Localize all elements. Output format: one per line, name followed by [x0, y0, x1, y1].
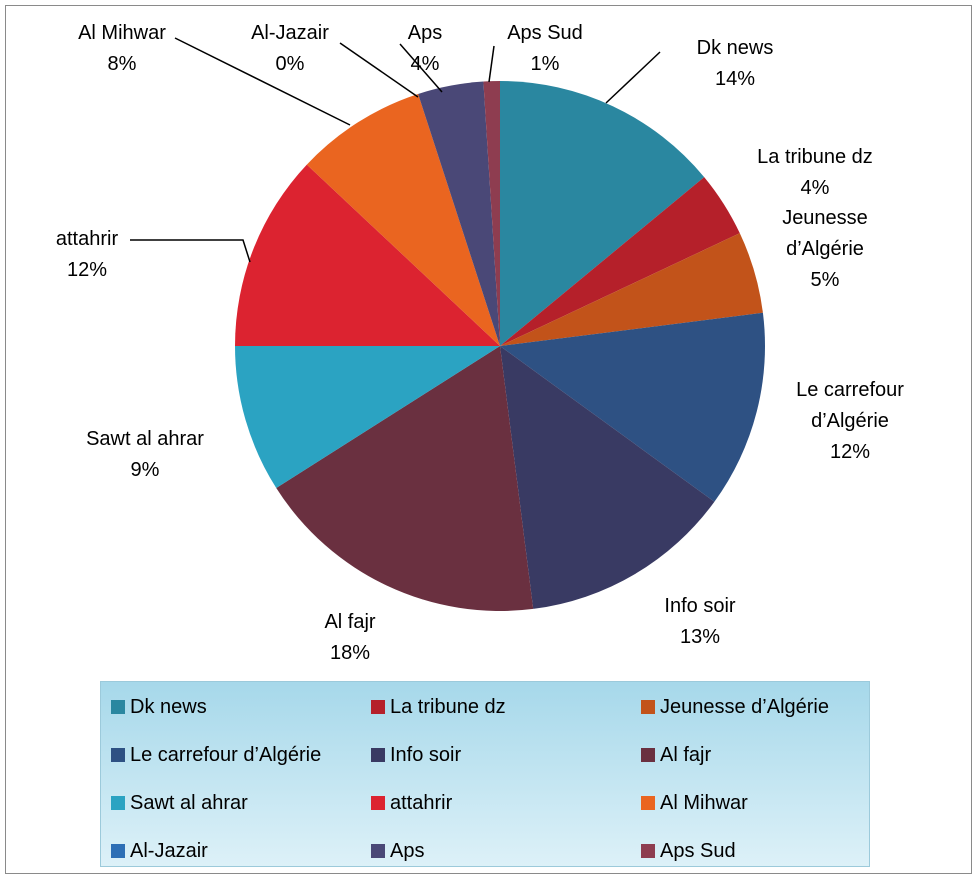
data-label-name: Jeunesse d’Algérie	[782, 207, 868, 260]
legend-swatch	[641, 844, 655, 858]
legend-item: Al Mihwar	[641, 791, 748, 815]
pie-slice	[235, 346, 500, 488]
legend-item: Info soir	[371, 743, 461, 767]
data-label: Al Mihwar 8%	[52, 18, 192, 80]
leader-line	[488, 45, 495, 83]
pie-slice	[235, 164, 500, 346]
data-label: Aps Sud 1%	[485, 18, 605, 80]
legend-label: Aps Sud	[660, 840, 736, 862]
legend-swatch	[641, 700, 655, 714]
data-label-value: 13%	[679, 626, 721, 648]
data-label: Info soir 13%	[630, 591, 770, 653]
legend-swatch	[371, 700, 385, 714]
leader-line	[605, 51, 661, 104]
legend-label: Al fajr	[660, 744, 712, 766]
pie	[235, 81, 765, 612]
leader-line	[130, 239, 251, 263]
legend-label: Info soir	[390, 744, 462, 766]
legend-item: Aps	[371, 839, 424, 863]
data-label: Dk news 14%	[655, 33, 815, 95]
data-label-name: Al Mihwar	[78, 22, 166, 44]
legend-swatch	[111, 796, 125, 810]
legend-item: Jeunesse d’Algérie	[641, 695, 829, 719]
legend-swatch	[641, 796, 655, 810]
data-label-value: 1%	[530, 53, 560, 75]
legend-item: attahrir	[371, 791, 452, 815]
pie-slice	[483, 81, 500, 346]
data-label: Al-Jazair 0%	[230, 18, 350, 80]
legend-item: Dk news	[111, 695, 207, 719]
leader-line	[339, 42, 419, 98]
data-label-name: Sawt al ahrar	[86, 428, 204, 450]
legend-label: Le carrefour d’Algérie	[130, 744, 322, 766]
legend-label: Sawt al ahrar	[130, 792, 248, 814]
data-label-name: Al-Jazair	[251, 22, 329, 44]
data-label-name: attahrir	[55, 228, 119, 250]
data-label-name: Aps	[407, 22, 443, 44]
data-label-value: 14%	[714, 68, 756, 90]
legend-item: La tribune dz	[371, 695, 506, 719]
pie-slice	[276, 346, 534, 612]
data-label-value: 0%	[275, 53, 305, 75]
data-label-value: 12%	[829, 441, 871, 463]
legend-swatch	[371, 844, 385, 858]
data-label-name: Aps Sud	[507, 22, 583, 44]
pie-slice	[306, 93, 500, 346]
data-label-name: Le carrefour d’Algérie	[796, 379, 904, 432]
legend-swatch	[111, 844, 125, 858]
legend-item: Al-Jazair	[111, 839, 208, 863]
data-label-name: La tribune dz	[757, 146, 873, 168]
pie-slice	[500, 346, 715, 609]
legend-label: Aps	[390, 840, 425, 862]
data-label: Al fajr 18%	[290, 607, 410, 669]
data-label-value: 4%	[800, 177, 830, 199]
data-label: attahrir 12%	[27, 224, 147, 286]
chart-border	[5, 5, 972, 874]
legend-swatch	[371, 748, 385, 762]
legend: Dk news La tribune dz Jeunesse d’Algérie Le…	[100, 681, 870, 867]
legend-item: Sawt al ahrar	[111, 791, 248, 815]
data-label: Jeunesse d’Algérie 5%	[765, 203, 885, 296]
legend-label: Al Mihwar	[660, 792, 748, 814]
data-label-value: 9%	[130, 459, 160, 481]
pie-slice	[500, 177, 740, 346]
data-label: Le carrefour d’Algérie 12%	[775, 375, 925, 468]
legend-label: Al-Jazair	[130, 840, 208, 862]
legend-label: attahrir	[390, 792, 453, 814]
legend-swatch	[111, 700, 125, 714]
legend-label: Dk news	[130, 696, 207, 718]
legend-item: Le carrefour d’Algérie	[111, 743, 321, 767]
data-label-name: Al fajr	[324, 611, 376, 633]
data-label-value: 18%	[329, 642, 371, 664]
legend-swatch	[371, 796, 385, 810]
data-label-name: Info soir	[664, 595, 736, 617]
legend-item: Aps Sud	[641, 839, 736, 863]
data-label: Sawt al ahrar 9%	[60, 424, 230, 486]
data-label-value: 4%	[410, 53, 440, 75]
data-label-value: 5%	[810, 269, 840, 291]
data-label-value: 12%	[66, 259, 108, 281]
leader-line	[174, 37, 351, 126]
pie-slice	[418, 81, 500, 346]
legend-item: Al fajr	[641, 743, 711, 767]
legend-swatch	[111, 748, 125, 762]
legend-label: Jeunesse d’Algérie	[660, 696, 829, 718]
data-label: Aps 4%	[385, 18, 465, 80]
data-label-name: Dk news	[696, 37, 774, 59]
leader-line	[399, 43, 443, 93]
pie-slice	[500, 81, 705, 346]
leader-lines	[130, 37, 661, 263]
data-label-value: 8%	[107, 53, 137, 75]
legend-label: La tribune dz	[390, 696, 506, 718]
legend-swatch	[641, 748, 655, 762]
pie-slice	[500, 233, 763, 346]
data-label: La tribune dz 4%	[735, 142, 895, 204]
pie-slice	[500, 312, 765, 502]
